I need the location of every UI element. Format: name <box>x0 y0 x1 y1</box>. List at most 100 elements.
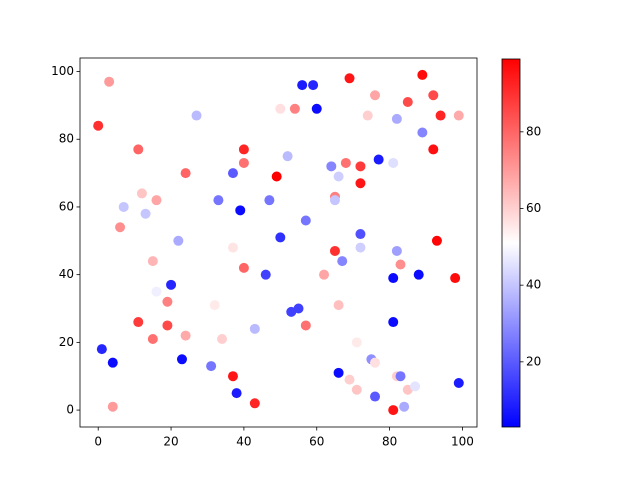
point <box>249 323 260 334</box>
point <box>166 279 177 290</box>
point <box>173 235 184 246</box>
point <box>238 144 249 155</box>
point <box>180 330 191 341</box>
point <box>191 110 202 121</box>
point <box>319 269 330 280</box>
point <box>151 195 162 206</box>
point <box>413 269 424 280</box>
point <box>238 157 249 168</box>
point <box>133 144 144 155</box>
point <box>388 317 399 328</box>
point <box>337 256 348 267</box>
x-tick-label: 100 <box>451 435 474 449</box>
point <box>428 144 439 155</box>
point <box>300 215 311 226</box>
colorbar-tick-label: 20 <box>526 354 541 368</box>
point <box>388 405 399 416</box>
point <box>217 333 228 344</box>
point <box>431 235 442 246</box>
point <box>329 245 340 256</box>
point <box>176 354 187 365</box>
point <box>282 151 293 162</box>
point <box>388 273 399 284</box>
point <box>118 201 129 212</box>
x-tick-label: 60 <box>309 435 324 449</box>
point <box>275 232 286 243</box>
point <box>370 357 381 368</box>
point <box>399 401 410 412</box>
point <box>351 384 362 395</box>
point <box>260 269 271 280</box>
point <box>264 195 275 206</box>
point <box>162 296 173 307</box>
point <box>308 80 319 91</box>
point <box>133 317 144 328</box>
point <box>355 161 366 172</box>
point <box>115 222 126 233</box>
point <box>370 391 381 402</box>
point <box>136 188 147 199</box>
point <box>453 110 464 121</box>
y-tick-label: 60 <box>59 199 74 213</box>
point <box>271 171 282 182</box>
y-tick-label: 40 <box>59 267 74 281</box>
point <box>107 401 118 412</box>
point <box>344 73 355 84</box>
point <box>227 242 238 253</box>
point <box>450 273 461 284</box>
point <box>180 168 191 179</box>
point <box>289 103 300 114</box>
point <box>227 371 238 382</box>
point <box>395 371 406 382</box>
point <box>453 377 464 388</box>
point <box>300 320 311 331</box>
colorbar-tick-label: 80 <box>526 124 541 138</box>
plot-frame <box>79 57 478 428</box>
point <box>417 69 428 80</box>
y-tick-label: 80 <box>59 132 74 146</box>
y-tick-label: 0 <box>66 403 74 417</box>
point <box>293 303 304 314</box>
point <box>362 110 373 121</box>
x-tick-label: 20 <box>163 435 178 449</box>
point <box>391 113 402 124</box>
point <box>206 361 217 372</box>
point <box>435 110 446 121</box>
point <box>344 374 355 385</box>
point <box>355 178 366 189</box>
colorbar-tick-label: 40 <box>526 278 541 292</box>
colorbar <box>501 58 521 428</box>
point <box>311 103 322 114</box>
point <box>333 300 344 311</box>
point <box>340 157 351 168</box>
point <box>333 367 344 378</box>
y-tick-label: 100 <box>51 64 74 78</box>
colorbar-tick-label: 60 <box>526 201 541 215</box>
point <box>391 245 402 256</box>
point <box>162 320 173 331</box>
point <box>373 154 384 165</box>
x-tick-label: 80 <box>382 435 397 449</box>
point <box>395 259 406 270</box>
point <box>275 103 286 114</box>
point <box>96 344 107 355</box>
point <box>104 76 115 87</box>
point <box>147 256 158 267</box>
point <box>351 337 362 348</box>
point <box>355 242 366 253</box>
point <box>209 300 220 311</box>
point <box>93 120 104 131</box>
point <box>213 195 224 206</box>
x-tick-label: 0 <box>94 435 102 449</box>
point <box>355 229 366 240</box>
point <box>410 381 421 392</box>
point <box>107 357 118 368</box>
point <box>333 171 344 182</box>
point <box>297 80 308 91</box>
point <box>238 262 249 273</box>
point <box>249 398 260 409</box>
x-tick-label: 40 <box>236 435 251 449</box>
point <box>140 208 151 219</box>
point <box>151 286 162 297</box>
